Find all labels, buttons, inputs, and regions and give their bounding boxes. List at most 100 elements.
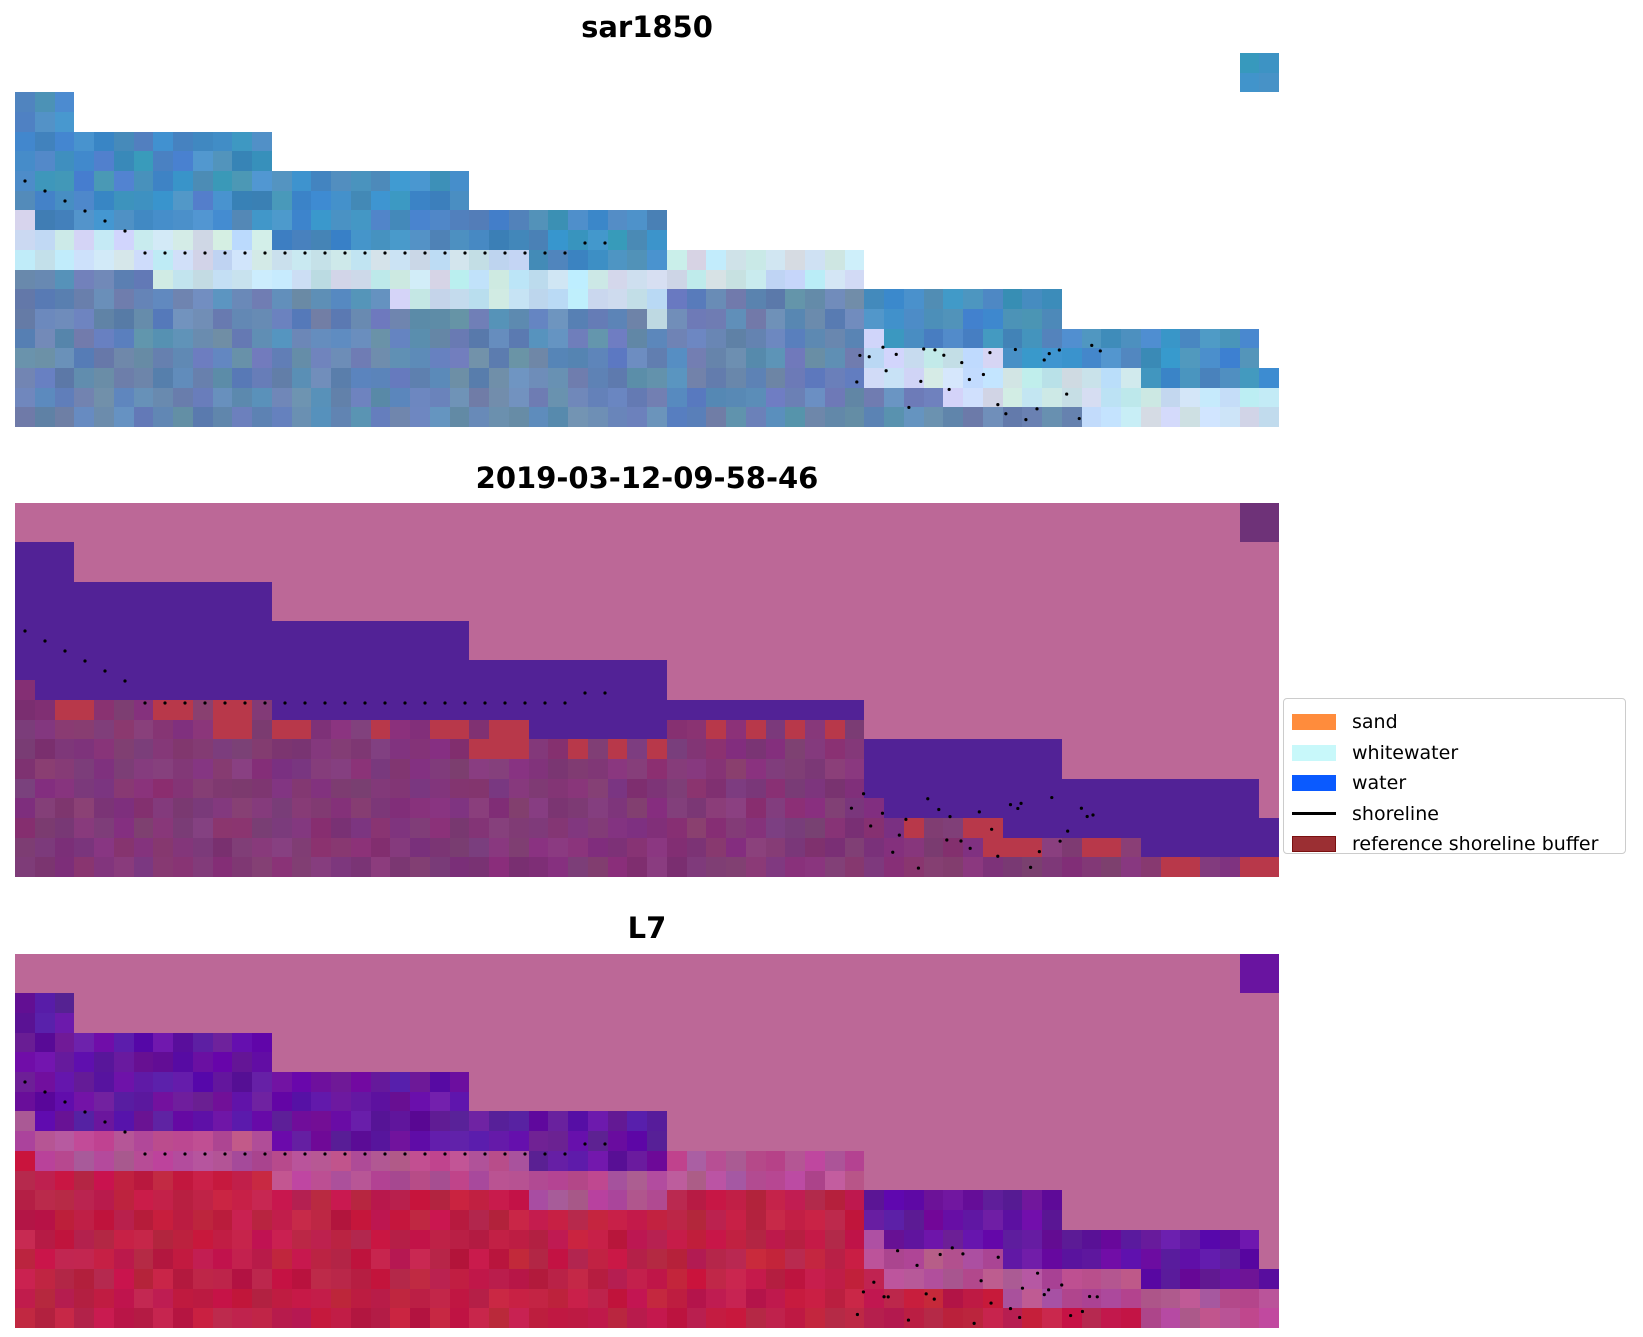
image-pixel — [1259, 112, 1279, 132]
image-pixel — [824, 1209, 845, 1230]
image-pixel — [429, 857, 450, 877]
image-pixel — [548, 53, 568, 73]
image-pixel — [1002, 542, 1023, 563]
image-pixel — [982, 1013, 1003, 1033]
image-pixel — [963, 522, 983, 543]
image-pixel — [1219, 699, 1240, 720]
image-pixel — [943, 739, 963, 759]
image-pixel — [1121, 778, 1141, 799]
image-pixel — [1061, 407, 1082, 427]
image-pixel — [271, 210, 292, 231]
image-pixel — [627, 1308, 647, 1328]
image-pixel — [1219, 112, 1240, 132]
image-pixel — [74, 601, 94, 622]
image-pixel — [54, 249, 75, 270]
image-pixel — [706, 1091, 726, 1112]
image-pixel — [350, 1268, 371, 1289]
image-pixel — [607, 621, 628, 641]
image-pixel — [1180, 1150, 1200, 1171]
image-pixel — [1002, 1229, 1023, 1250]
image-pixel — [153, 993, 173, 1014]
image-pixel — [1101, 581, 1121, 602]
image-pixel — [1002, 581, 1023, 602]
image-pixel — [212, 92, 233, 113]
image-pixel — [844, 522, 865, 543]
image-pixel — [449, 249, 470, 270]
image-pixel — [1121, 581, 1141, 602]
image-pixel — [192, 269, 213, 290]
image-pixel — [923, 308, 944, 329]
image-pixel — [824, 1111, 845, 1132]
image-pixel — [1200, 954, 1220, 974]
image-pixel — [252, 680, 272, 700]
image-pixel — [686, 581, 707, 602]
image-pixel — [429, 621, 450, 641]
image-pixel — [1081, 1032, 1102, 1053]
image-pixel — [1042, 367, 1062, 388]
image-pixel — [647, 1032, 667, 1053]
image-pixel — [587, 1229, 608, 1250]
image-pixel — [1101, 1111, 1121, 1132]
image-pixel — [1081, 249, 1102, 270]
image-pixel — [449, 1013, 470, 1033]
image-pixel — [429, 1150, 450, 1171]
image-pixel — [528, 1150, 549, 1171]
image-pixel — [884, 151, 904, 172]
image-panel-classified — [15, 503, 1279, 877]
image-pixel — [113, 269, 134, 290]
image-pixel — [252, 230, 272, 250]
image-pixel — [489, 837, 509, 858]
image-pixel — [1180, 1249, 1200, 1269]
image-pixel — [54, 92, 75, 113]
image-pixel — [1022, 817, 1042, 838]
image-pixel — [489, 1229, 509, 1250]
image-pixel — [745, 1249, 766, 1269]
image-pixel — [1002, 1032, 1023, 1053]
image-pixel — [331, 1052, 351, 1073]
image-pixel — [864, 857, 884, 877]
image-pixel — [508, 837, 529, 858]
image-pixel — [982, 758, 1003, 779]
image-pixel — [1002, 973, 1023, 994]
image-pixel — [410, 1091, 430, 1112]
image-pixel — [410, 621, 430, 641]
image-pixel — [923, 1268, 944, 1289]
image-pixel — [1121, 1170, 1141, 1191]
image-pixel — [271, 171, 292, 191]
image-pixel — [350, 973, 371, 994]
image-pixel — [291, 387, 312, 408]
image-pixel — [765, 1013, 786, 1033]
image-pixel — [15, 739, 35, 759]
image-pixel — [271, 1013, 292, 1033]
image-pixel — [647, 1091, 667, 1112]
image-pixel — [844, 542, 865, 563]
image-pixel — [963, 1190, 983, 1210]
image-pixel — [1022, 993, 1042, 1014]
image-pixel — [370, 1229, 391, 1250]
image-pixel — [350, 131, 371, 152]
image-pixel — [1081, 230, 1102, 250]
image-pixel — [785, 503, 805, 523]
image-pixel — [943, 503, 963, 523]
image-pixel — [54, 1111, 75, 1132]
image-pixel — [34, 581, 55, 602]
image-pixel — [1160, 758, 1181, 779]
image-pixel — [1259, 1249, 1279, 1269]
image-pixel — [1239, 269, 1260, 290]
image-pixel — [429, 1111, 450, 1132]
image-pixel — [15, 660, 35, 681]
image-pixel — [587, 817, 608, 838]
image-pixel — [1200, 92, 1220, 113]
image-pixel — [15, 1111, 35, 1132]
image-pixel — [291, 1288, 312, 1309]
image-pixel — [706, 131, 726, 152]
image-pixel — [331, 1190, 351, 1210]
image-pixel — [74, 817, 94, 838]
image-pixel — [252, 1209, 272, 1230]
image-pixel — [785, 131, 805, 152]
image-pixel — [706, 387, 726, 408]
image-pixel — [1081, 328, 1102, 349]
image-pixel — [271, 621, 292, 641]
image-pixel — [647, 798, 667, 818]
image-pixel — [824, 601, 845, 622]
